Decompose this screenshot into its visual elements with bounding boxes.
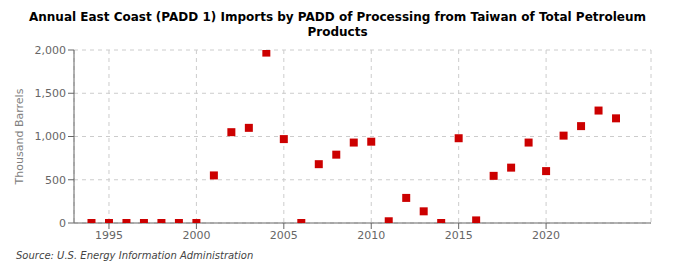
svg-text:0: 0 bbox=[59, 217, 66, 230]
svg-text:500: 500 bbox=[45, 174, 66, 187]
svg-text:2,000: 2,000 bbox=[35, 44, 67, 57]
svg-text:1995: 1995 bbox=[95, 229, 123, 242]
html-text:Annual East Coast (PADD 1) Imp: Annual East Coast (PADD 1) Imports by PA… bbox=[29, 10, 646, 24]
html-text:Products: Products bbox=[307, 25, 368, 39]
svg-text:2015: 2015 bbox=[445, 229, 473, 242]
svg-text:2000: 2000 bbox=[182, 229, 210, 242]
svg-text:2005: 2005 bbox=[270, 229, 298, 242]
svg-text:1,500: 1,500 bbox=[35, 87, 67, 100]
svg-text:1,000: 1,000 bbox=[35, 130, 67, 143]
html-text:Source: U.S. Energy Informatio: Source: U.S. Energy Information Administ… bbox=[16, 250, 254, 261]
svg-text:Thousand Barrels: Thousand Barrels bbox=[13, 88, 26, 185]
svg-text:2010: 2010 bbox=[357, 229, 385, 242]
svg-text:2020: 2020 bbox=[532, 229, 560, 242]
